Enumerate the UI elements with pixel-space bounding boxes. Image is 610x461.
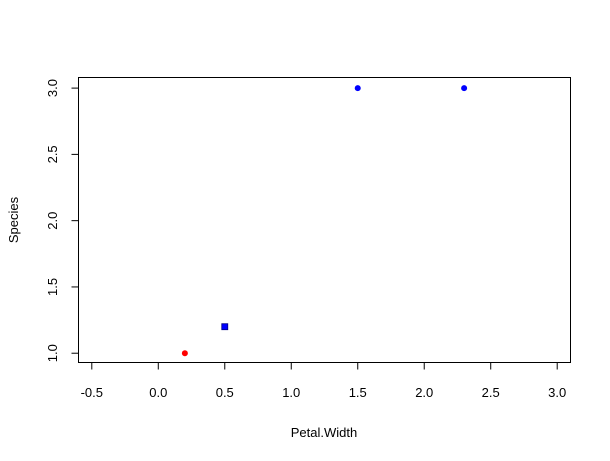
y-tick-label: 2.5 bbox=[45, 145, 60, 163]
data-point bbox=[461, 85, 468, 92]
x-tick-label: 1.0 bbox=[282, 385, 300, 400]
data-point bbox=[221, 323, 229, 331]
y-tick-label: 2.0 bbox=[45, 212, 60, 230]
x-tick-label: 0.5 bbox=[216, 385, 234, 400]
x-axis-title: Petal.Width bbox=[291, 425, 357, 440]
x-tick-label: 2.5 bbox=[482, 385, 500, 400]
x-tick-label: 3.0 bbox=[548, 385, 566, 400]
x-tick-label: 2.0 bbox=[415, 385, 433, 400]
data-points bbox=[181, 85, 468, 357]
y-tick-label: 1.5 bbox=[45, 278, 60, 296]
y-tick-label: 1.0 bbox=[45, 344, 60, 362]
y-axis-title: Species bbox=[6, 196, 21, 243]
x-axis: -0.5 0.0 0.5 1.0 1.5 2.0 2.5 3.0 bbox=[81, 362, 566, 400]
data-point bbox=[354, 85, 361, 92]
x-tick-label: 1.5 bbox=[349, 385, 367, 400]
x-tick-label: -0.5 bbox=[81, 385, 103, 400]
y-axis: 1.0 1.5 2.0 2.5 3.0 bbox=[45, 79, 79, 362]
x-tick-label: 0.0 bbox=[149, 385, 167, 400]
y-tick-label: 3.0 bbox=[45, 79, 60, 97]
data-point bbox=[181, 350, 188, 357]
